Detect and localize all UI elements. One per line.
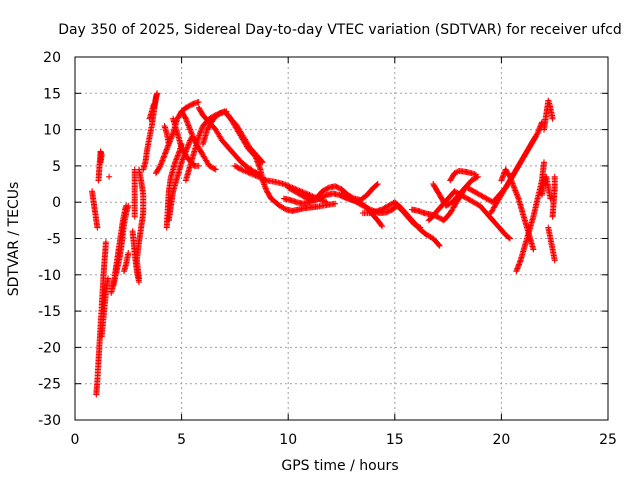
- data-series-t40: [538, 173, 554, 202]
- x-tick-label: 0: [71, 432, 80, 448]
- data-markers-t33: [447, 168, 479, 184]
- data-markers-t9: [131, 166, 138, 220]
- data-series-t7: [110, 202, 132, 289]
- y-tick-label: 15: [43, 86, 61, 102]
- y-tick-label: -10: [38, 268, 61, 284]
- y-tick-label: -20: [38, 340, 61, 356]
- data-markers-t37: [498, 166, 537, 253]
- y-axis-label: SDTVAR / TECUs: [6, 182, 22, 297]
- grid-lines: [75, 57, 608, 420]
- y-tick-label: -25: [38, 377, 61, 393]
- y-tick-label: -5: [47, 232, 61, 248]
- data-series-t39: [541, 97, 556, 133]
- y-tick-label: -30: [38, 413, 61, 429]
- x-tick-label: 5: [177, 432, 186, 448]
- data-series-t11: [133, 166, 147, 282]
- data-markers-t39: [541, 97, 556, 133]
- data-series-t4: [98, 275, 111, 340]
- data-markers-t7: [110, 202, 132, 289]
- data-series-t30: [359, 199, 443, 249]
- x-tick-label: 20: [492, 432, 510, 448]
- data-series-t33: [447, 168, 479, 184]
- data-series-t13: [146, 101, 157, 122]
- data-markers-t2: [95, 148, 105, 184]
- y-tick-label: -15: [38, 304, 61, 320]
- data-series-t42: [549, 173, 558, 220]
- x-axis-label: GPS time / hours: [281, 458, 398, 474]
- data-markers-t8: [121, 250, 132, 275]
- data-markers-t26: [253, 155, 339, 214]
- data-series-t2: [95, 148, 105, 184]
- axis-ticks: 0 5 10 15 20 25 -30 -25 -20 -15 -10 -5 0 5 10 15 20: [38, 50, 617, 448]
- data-series-t34: [425, 188, 513, 242]
- data-markers-t41: [545, 224, 558, 264]
- x-tick-label: 10: [279, 432, 297, 448]
- data-markers-t42: [549, 173, 558, 220]
- data-series: [89, 90, 558, 398]
- data-markers-t22: [195, 104, 264, 178]
- data-series-t5: [106, 173, 113, 180]
- data-series-t41: [545, 224, 558, 264]
- data-series-t38: [513, 159, 547, 275]
- x-tick-label: 15: [386, 432, 404, 448]
- data-series-t9: [131, 166, 138, 220]
- data-markers-t13: [146, 101, 157, 122]
- y-tick-label: 5: [52, 159, 61, 175]
- data-series-t8: [121, 250, 132, 275]
- data-markers-t5: [106, 173, 113, 180]
- y-tick-label: 0: [52, 195, 61, 211]
- data-markers-t34: [425, 188, 513, 242]
- data-markers-t11: [133, 166, 147, 282]
- y-tick-label: 10: [43, 123, 61, 139]
- data-markers-t4: [98, 275, 111, 340]
- data-series-t37: [498, 166, 537, 253]
- data-series-t1: [89, 188, 101, 231]
- data-markers-t40: [538, 173, 554, 202]
- y-tick-label: 20: [43, 50, 61, 66]
- data-markers-t38: [513, 159, 547, 275]
- data-series-t22: [195, 104, 264, 178]
- x-tick-label: 25: [599, 432, 617, 448]
- data-markers-t1: [89, 188, 101, 231]
- data-markers-t30: [359, 199, 443, 249]
- data-series-t26: [253, 155, 339, 214]
- chart-title: Day 350 of 2025, Sidereal Day-to-day VTE…: [58, 22, 622, 38]
